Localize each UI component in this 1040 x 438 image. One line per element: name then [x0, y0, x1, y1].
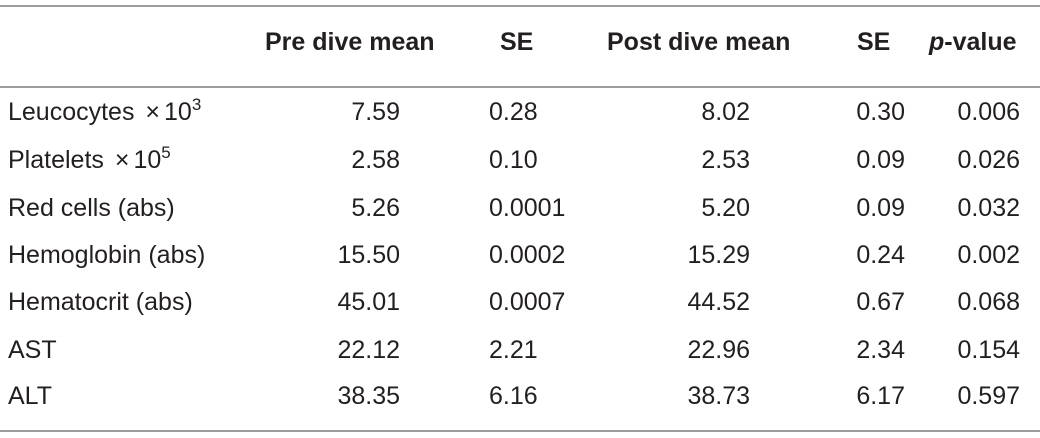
cell-post-se: 0.24	[856, 241, 905, 269]
exponent: 3	[191, 95, 202, 114]
header-post-dive-mean: Post dive mean	[607, 28, 791, 56]
exponent: 5	[161, 143, 171, 162]
cell-post-se: 0.09	[856, 194, 905, 222]
table-row: AST 22.12 2.21 22.96 2.34 0.154	[0, 326, 1040, 374]
cell-post-se: 2.34	[856, 336, 905, 364]
cell-post-mean: 15.29	[687, 241, 750, 269]
cell-pre-mean: 7.59	[351, 98, 400, 126]
row-label: Hematocrit (abs)	[8, 288, 193, 316]
row-label: AST	[8, 336, 57, 364]
table-row: ALT 38.35 6.16 38.73 6.17 0.597	[0, 372, 1040, 420]
cell-pre-se: 0.28	[489, 98, 538, 126]
cell-pre-se: 0.0002	[489, 241, 566, 269]
cell-pre-se: 6.16	[489, 382, 538, 410]
cell-post-mean: 5.20	[701, 194, 750, 222]
cell-post-mean: 38.73	[687, 382, 750, 410]
table-row: Platelets × 105 2.58 0.10 2.53 0.09 0.026	[0, 136, 1040, 184]
cell-p-value: 0.068	[957, 288, 1020, 316]
cell-pre-mean: 22.12	[337, 336, 400, 364]
row-label-text: Platelets	[8, 146, 104, 174]
exponent-base: 10	[164, 98, 192, 126]
cell-pre-mean: 15.50	[337, 241, 400, 269]
cell-pre-se: 0.0001	[489, 194, 566, 222]
row-label: Leucocytes × 103	[8, 88, 201, 136]
cell-post-mean: 2.53	[701, 146, 750, 174]
cell-pre-se: 0.10	[489, 146, 538, 174]
cell-p-value: 0.006	[957, 98, 1020, 126]
top-rule	[0, 5, 1040, 7]
header-pre-dive-mean: Pre dive mean	[265, 28, 435, 56]
cell-post-se: 0.30	[856, 98, 905, 126]
cell-post-se: 0.67	[856, 288, 905, 316]
cell-pre-se: 0.0007	[489, 288, 566, 316]
table-row: Hematocrit (abs) 45.01 0.0007 44.52 0.67…	[0, 278, 1040, 326]
cell-pre-se: 2.21	[489, 336, 538, 364]
header-p-italic: p	[929, 28, 945, 56]
header-p-value: p-value	[929, 22, 1017, 62]
row-label: ALT	[8, 382, 52, 410]
cell-pre-mean: 45.01	[337, 288, 400, 316]
cell-p-value: 0.154	[957, 336, 1020, 364]
cell-post-se: 0.09	[856, 146, 905, 174]
cell-p-value: 0.597	[957, 382, 1020, 410]
header-rule	[0, 86, 1040, 88]
table-row: Red cells (abs) 5.26 0.0001 5.20 0.09 0.…	[0, 184, 1040, 232]
bottom-rule	[0, 430, 1040, 432]
row-label: Red cells (abs)	[8, 194, 175, 222]
cell-pre-mean: 38.35	[337, 382, 400, 410]
table-row: Leucocytes × 103 7.59 0.28 8.02 0.30 0.00…	[0, 88, 1040, 136]
table-row: Hemoglobin (abs) 15.50 0.0002 15.29 0.24…	[0, 231, 1040, 279]
cell-post-mean: 22.96	[687, 336, 750, 364]
header-post-se: SE	[857, 28, 891, 56]
cell-pre-mean: 5.26	[351, 194, 400, 222]
times-symbol: ×	[114, 146, 130, 174]
header-p-rest: -value	[944, 28, 1017, 56]
cell-pre-mean: 2.58	[351, 146, 400, 174]
cell-p-value: 0.032	[957, 194, 1020, 222]
exponent-base: 10	[133, 146, 162, 174]
row-label-text: Leucocytes	[8, 98, 135, 126]
row-label: Hemoglobin (abs)	[8, 241, 206, 269]
cell-p-value: 0.002	[957, 241, 1020, 269]
row-label: Platelets × 105	[8, 136, 171, 184]
cell-post-mean: 44.52	[687, 288, 750, 316]
times-symbol: ×	[145, 98, 161, 126]
cell-post-mean: 8.02	[701, 98, 750, 126]
cell-p-value: 0.026	[957, 146, 1020, 174]
cell-post-se: 6.17	[856, 382, 905, 410]
header-pre-se: SE	[500, 28, 534, 56]
